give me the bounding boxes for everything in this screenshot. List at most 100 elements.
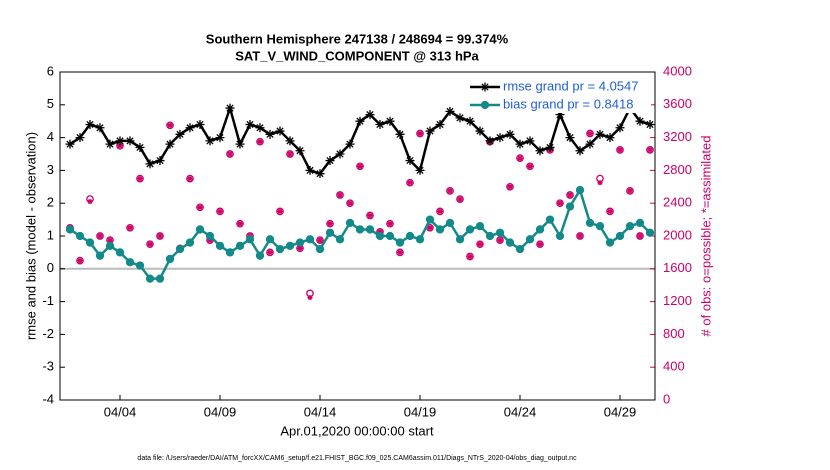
point	[366, 211, 374, 220]
point	[545, 142, 555, 152]
point	[216, 207, 224, 216]
point	[506, 182, 514, 191]
point	[355, 225, 365, 234]
y2-tick-label: 800	[663, 326, 685, 341]
plot-frame	[59, 71, 656, 401]
point	[77, 258, 83, 264]
point	[315, 244, 325, 254]
y-tick-label: -4	[42, 391, 54, 406]
point	[197, 204, 203, 210]
point	[485, 136, 495, 146]
point	[286, 150, 294, 158]
point	[317, 237, 323, 243]
point	[525, 136, 535, 146]
point	[436, 207, 444, 216]
y2-tick-label: 1600	[663, 260, 692, 275]
point	[287, 151, 293, 157]
point	[267, 249, 273, 255]
y-tick-label: 4	[47, 129, 54, 144]
point	[555, 110, 565, 120]
point	[586, 129, 594, 138]
legend-marker	[480, 100, 490, 110]
point	[485, 231, 495, 241]
point	[166, 121, 174, 130]
point	[375, 231, 385, 241]
point	[167, 122, 173, 128]
point	[526, 162, 534, 171]
point	[496, 236, 504, 244]
y2-tick-label: 1200	[663, 293, 692, 308]
point	[406, 178, 414, 187]
point	[465, 225, 475, 234]
point	[107, 237, 113, 243]
point	[215, 133, 225, 143]
point	[285, 241, 295, 250]
point	[145, 274, 155, 283]
point	[415, 235, 425, 244]
point	[97, 233, 103, 239]
point	[467, 253, 473, 260]
point	[455, 235, 465, 244]
x-tick-label: 04/14	[304, 404, 337, 419]
point	[515, 139, 525, 149]
point	[126, 223, 134, 232]
point	[595, 222, 605, 231]
point	[285, 136, 295, 146]
point	[556, 199, 564, 208]
legend-marker	[480, 82, 490, 92]
y-tick-label: 0	[47, 260, 54, 275]
point	[275, 126, 285, 136]
point	[566, 191, 574, 199]
point	[397, 249, 403, 255]
x-tick-label: 04/19	[404, 404, 437, 419]
point	[307, 294, 313, 301]
y2-tick-label: 2400	[663, 195, 692, 210]
point	[585, 218, 595, 228]
point	[427, 225, 433, 231]
point	[156, 232, 164, 240]
point	[345, 218, 355, 228]
point	[605, 238, 615, 247]
point	[635, 218, 645, 228]
point	[265, 235, 275, 244]
chart-title: Southern Hemisphere 247138 / 248694 = 99…	[206, 31, 509, 46]
point	[607, 208, 613, 214]
point	[635, 116, 645, 126]
point	[417, 130, 423, 137]
point	[325, 228, 335, 237]
point	[165, 254, 175, 264]
point	[115, 248, 125, 257]
point	[347, 200, 353, 206]
point	[155, 274, 165, 283]
point	[375, 119, 385, 129]
y-tick-label: 2	[47, 195, 54, 210]
point	[165, 139, 175, 149]
point	[645, 119, 655, 129]
point	[105, 139, 115, 149]
point	[595, 129, 605, 139]
x-tick-label: 04/24	[504, 404, 537, 419]
point	[575, 146, 585, 156]
point	[95, 251, 105, 260]
point	[236, 219, 244, 228]
y-tick-label: 3	[47, 162, 54, 177]
point	[356, 162, 364, 171]
point	[407, 180, 413, 186]
point	[555, 231, 565, 241]
point	[575, 185, 585, 195]
point	[225, 103, 235, 113]
point	[465, 116, 475, 126]
point	[456, 195, 464, 203]
point	[75, 231, 85, 241]
point	[466, 252, 474, 261]
point	[475, 222, 485, 231]
point	[75, 133, 85, 143]
point	[435, 119, 445, 129]
point	[435, 225, 445, 234]
point	[587, 130, 593, 137]
point	[327, 221, 333, 227]
x-tick-label: 04/29	[604, 404, 637, 419]
